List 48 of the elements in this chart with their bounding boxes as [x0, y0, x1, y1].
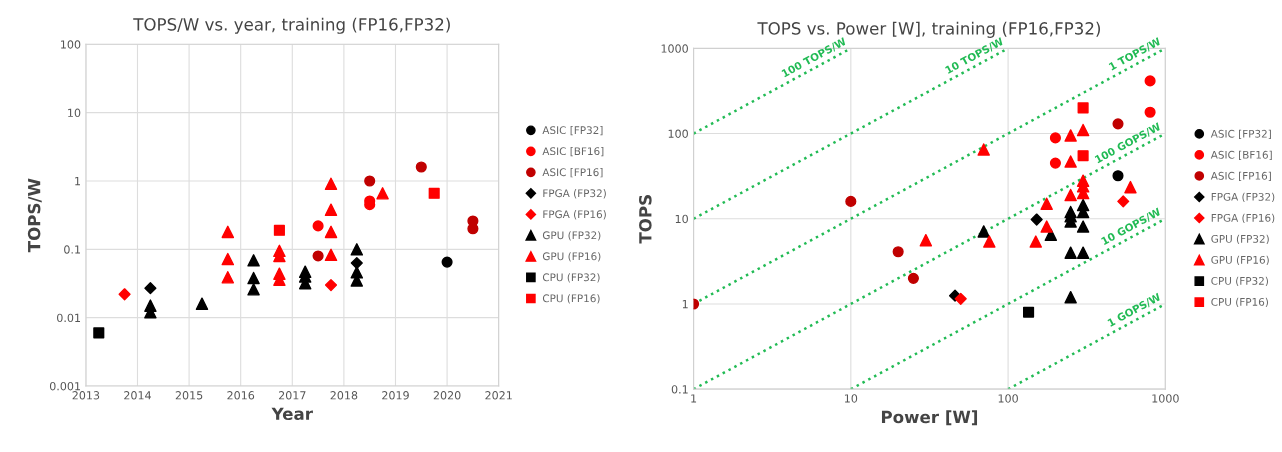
y-tick-label: 0.001	[49, 381, 81, 391]
legend-label: CPU (FP32)	[1211, 276, 1268, 287]
legend-label: ASIC [FP16]	[542, 168, 603, 178]
legend-label: FPGA (FP16)	[543, 210, 606, 220]
legend-label: ASIC [FP32]	[542, 126, 603, 136]
legend-label: GPU (FP16)	[1211, 255, 1269, 266]
y-axis-title: TOPS	[639, 195, 652, 244]
x-tick-label: 2020	[433, 391, 461, 400]
chart-title: TOPS vs. Power [W], training (FP16,FP32)	[757, 21, 1101, 38]
x-axis-title: Power [W]	[881, 410, 978, 426]
y-tick-label: 100	[668, 129, 688, 138]
x-tick-label: 2019	[382, 391, 409, 400]
chart-title: TOPS/W vs. year, training (FP16,FP32)	[133, 17, 450, 34]
x-tick-label: 2013	[72, 391, 100, 400]
y-tick-label: 0.1	[64, 245, 81, 254]
y-tick-label: 100	[61, 40, 81, 49]
x-tick-label: 2021	[485, 391, 512, 400]
legend-label: GPU (FP32)	[1211, 234, 1269, 245]
legend-label: GPU (FP16)	[542, 252, 601, 262]
legend-label: ASIC [FP32]	[1210, 129, 1271, 139]
y-axis-title: TOPS/W	[27, 178, 42, 253]
x-tick-label: 2016	[227, 391, 255, 400]
legend-label: FPGA (FP32)	[543, 189, 606, 199]
x-tick-label: 2015	[175, 391, 203, 400]
y-tick-label: 10	[675, 214, 688, 224]
y-tick-label: 1	[75, 177, 81, 186]
legend-label: CPU (FP32)	[542, 273, 600, 283]
x-tick-label: 10	[844, 394, 858, 403]
x-tick-label: 2014	[124, 391, 152, 400]
x-axis-title: Year	[271, 407, 313, 421]
legend-label: ASIC [BF16]	[1210, 150, 1272, 160]
x-tick-label: 1000	[1152, 394, 1179, 403]
legend-label: GPU (FP32)	[542, 231, 601, 241]
x-tick-label: 2018	[330, 391, 358, 400]
y-tick-label: 0.1	[671, 385, 688, 394]
legend-label: CPU (FP16)	[1211, 297, 1268, 308]
legend-label: ASIC [BF16]	[542, 147, 604, 157]
legend-label: FPGA (FP32)	[1211, 192, 1275, 202]
x-tick-label: 1	[691, 394, 697, 403]
legend-label: ASIC [FP16]	[1210, 171, 1271, 181]
y-tick-label: 10	[68, 108, 81, 118]
y-tick-label: 1	[682, 300, 688, 309]
x-tick-label: 100	[998, 394, 1018, 403]
x-tick-label: 2017	[278, 391, 306, 400]
y-tick-label: 1000	[661, 44, 688, 53]
legend-label: CPU (FP16)	[542, 294, 600, 304]
y-tick-label: 0.01	[57, 313, 81, 323]
legend-label: FPGA (FP16)	[1211, 213, 1275, 224]
